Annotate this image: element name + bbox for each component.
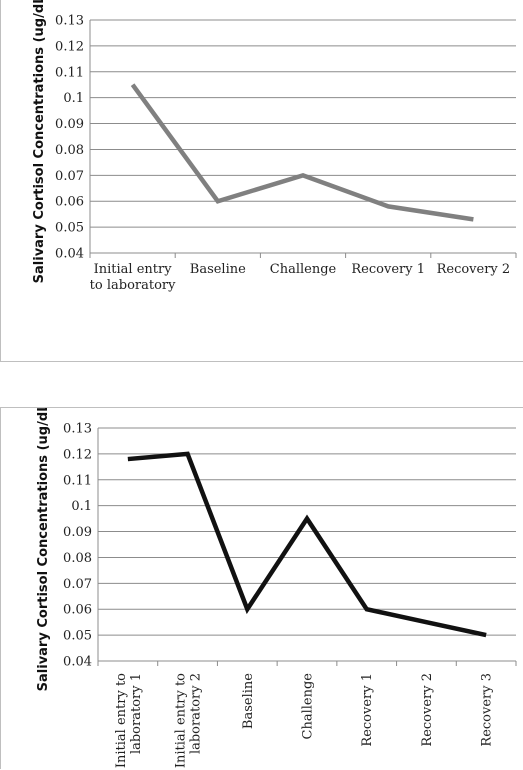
y-tick-label: 0.05 [63,629,92,644]
y-tick-label: 0.09 [63,525,92,540]
x-tick-label: Recovery 1 [351,262,425,277]
chart-panel-2: 0.04 0.05 0.06 0.07 0.08 0.09 0.1 0.11 0.12 0.13 I… [0,407,523,769]
y-axis-label: Salivary Cortisol Concentrations (ug/dL) [36,408,51,691]
y-tick-label: 0.13 [55,14,84,29]
y-tick-label: 0.13 [63,422,92,437]
y-tick-label: 0.08 [55,143,84,158]
y-tick-label: 0.09 [55,117,84,132]
line-chart-2: 0.04 0.05 0.06 0.07 0.08 0.09 0.1 0.11 0.12 0.13 I… [1,408,523,770]
y-tick-label: 0.1 [63,91,84,106]
x-tick-label: Challenge [301,673,316,740]
y-tick-label: 0.1 [71,499,92,514]
x-tick-label: Initial entry tolaboratory 2 [174,673,204,768]
series-line [133,85,474,220]
x-tick-label: Recovery 2 [420,673,435,747]
y-tick-label: 0.05 [55,221,84,236]
line-chart-1: 0.04 0.05 0.06 0.07 0.08 0.09 0.1 0.11 0.12 0.13 I… [1,0,523,362]
x-tick-label: Baseline [190,262,246,277]
x-tick-label: Initial entry tolaboratory 1 [114,673,144,768]
y-tick-label: 0.04 [63,655,92,670]
y-tick-label: 0.12 [55,39,84,54]
y-tick-label: 0.12 [63,447,92,462]
y-tick-label: 0.11 [63,473,92,488]
y-tick-label: 0.08 [63,551,92,566]
y-tick-label: 0.04 [55,247,84,262]
y-axis-label: Salivary Cortisol Concentrations (ug/dL) [32,0,47,283]
y-tick-label: 0.11 [55,65,84,80]
y-tick-label: 0.06 [55,195,84,210]
x-tick-label: Baseline [241,673,256,729]
x-tick-label: Recovery 1 [360,673,375,747]
x-tick-label: Recovery 2 [437,262,511,277]
y-tick-label: 0.06 [63,603,92,618]
chart-panel-1: 0.04 0.05 0.06 0.07 0.08 0.09 0.1 0.11 0.12 0.13 I… [0,0,523,362]
series-line [128,454,486,635]
y-tick-label: 0.07 [63,577,92,592]
y-tick-label: 0.07 [55,169,84,184]
x-tick-label: Recovery 3 [480,673,495,747]
x-tick-label: Challenge [270,262,337,277]
